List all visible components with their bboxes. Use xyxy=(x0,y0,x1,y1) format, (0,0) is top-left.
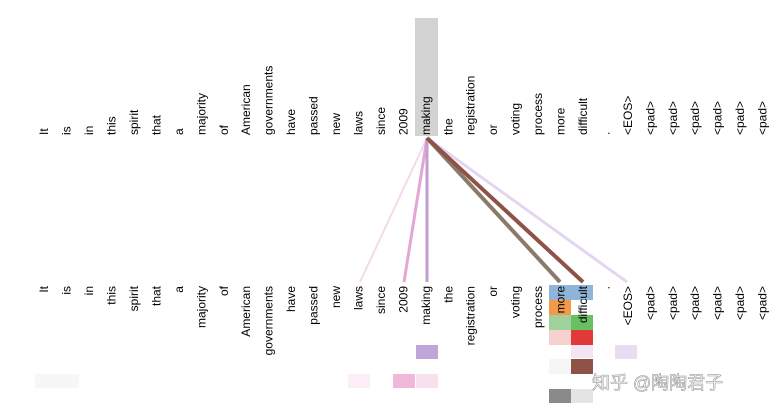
target-token: the xyxy=(441,286,455,303)
target-token: <pad> xyxy=(711,286,725,320)
source-token: is xyxy=(60,126,74,135)
target-token: or xyxy=(486,286,500,297)
head-block xyxy=(393,374,415,388)
source-token: new xyxy=(329,113,343,135)
source-token: making xyxy=(419,96,433,135)
source-token: a xyxy=(172,128,186,135)
target-token: since xyxy=(374,286,388,314)
target-token: laws xyxy=(351,286,365,310)
target-token: have xyxy=(284,286,298,312)
source-token: process xyxy=(531,93,545,135)
head-block xyxy=(549,300,571,315)
target-token: governments xyxy=(262,286,276,355)
target-token: new xyxy=(329,286,343,308)
head-block xyxy=(348,374,370,388)
head-block xyxy=(549,330,571,345)
target-token: that xyxy=(149,285,163,306)
source-token: It xyxy=(37,128,51,135)
source-token: that xyxy=(149,114,163,135)
source-token: . xyxy=(598,132,612,135)
target-token: in xyxy=(82,286,96,295)
watermark: 知乎 @陶陶君子 xyxy=(592,373,723,393)
head-block xyxy=(35,374,79,388)
target-token: process xyxy=(531,286,545,328)
target-token: making xyxy=(419,286,433,325)
head-block xyxy=(549,285,571,300)
source-token: voting xyxy=(509,103,523,135)
head-block xyxy=(571,315,593,330)
attention-heads-blocks xyxy=(35,285,637,403)
source-token: <EOS> xyxy=(621,96,635,135)
source-token: registration xyxy=(464,76,478,135)
attention-lines xyxy=(359,136,628,284)
source-token: American xyxy=(239,84,253,135)
source-token: <pad> xyxy=(711,101,725,135)
source-token: laws xyxy=(351,111,365,135)
source-token: or xyxy=(486,124,500,135)
target-token: . xyxy=(598,286,612,289)
head-block xyxy=(549,315,571,330)
head-block xyxy=(416,374,438,388)
head-block xyxy=(549,359,571,374)
head-block xyxy=(571,389,593,403)
source-token: governments xyxy=(262,66,276,135)
attention-line xyxy=(359,137,428,283)
source-token: in xyxy=(82,126,96,135)
source-token: this xyxy=(105,116,119,135)
target-token: <pad> xyxy=(733,286,747,320)
source-token: have xyxy=(284,109,298,135)
target-token: It xyxy=(37,285,51,292)
source-token: majority xyxy=(194,93,208,135)
target-token: registration xyxy=(464,286,478,345)
source-token: more xyxy=(554,107,568,135)
target-token: voting xyxy=(509,286,523,318)
target-token: 2009 xyxy=(396,286,410,313)
source-token: since xyxy=(374,107,388,135)
target-token: this xyxy=(105,286,119,305)
source-token: of xyxy=(217,124,231,135)
source-token: spirit xyxy=(127,109,141,135)
head-block xyxy=(571,345,593,358)
source-token: <pad> xyxy=(756,101,770,135)
attention-line xyxy=(425,136,585,284)
target-token: <pad> xyxy=(643,286,657,320)
source-token: passed xyxy=(307,96,321,135)
head-block xyxy=(571,285,593,300)
head-block xyxy=(571,359,593,374)
head-block xyxy=(615,345,637,359)
target-token: of xyxy=(217,285,231,296)
target-token: difficult xyxy=(576,285,590,323)
source-token: <pad> xyxy=(643,101,657,135)
attention-line xyxy=(425,136,562,284)
target-token: <pad> xyxy=(666,286,680,320)
target-token: majority xyxy=(194,286,208,328)
target-token: <pad> xyxy=(756,286,770,320)
source-token: <pad> xyxy=(688,101,702,135)
target-token: passed xyxy=(307,286,321,325)
head-block xyxy=(571,330,593,345)
head-block xyxy=(549,389,571,403)
source-token: <pad> xyxy=(666,101,680,135)
target-token: is xyxy=(60,286,74,295)
attention-line xyxy=(426,136,628,284)
target-token: a xyxy=(172,286,186,293)
target-token: <EOS> xyxy=(621,286,635,325)
source-token: the xyxy=(441,118,455,135)
selected-token-highlight xyxy=(415,18,438,136)
target-token: spirit xyxy=(127,285,141,311)
target-token: more xyxy=(554,286,568,314)
source-token: <pad> xyxy=(733,101,747,135)
source-token: difficult xyxy=(576,97,590,135)
source-token: 2009 xyxy=(396,108,410,135)
target-token: <pad> xyxy=(688,286,702,320)
head-block xyxy=(416,345,438,359)
attention-line xyxy=(402,137,429,283)
target-token: American xyxy=(239,286,253,337)
